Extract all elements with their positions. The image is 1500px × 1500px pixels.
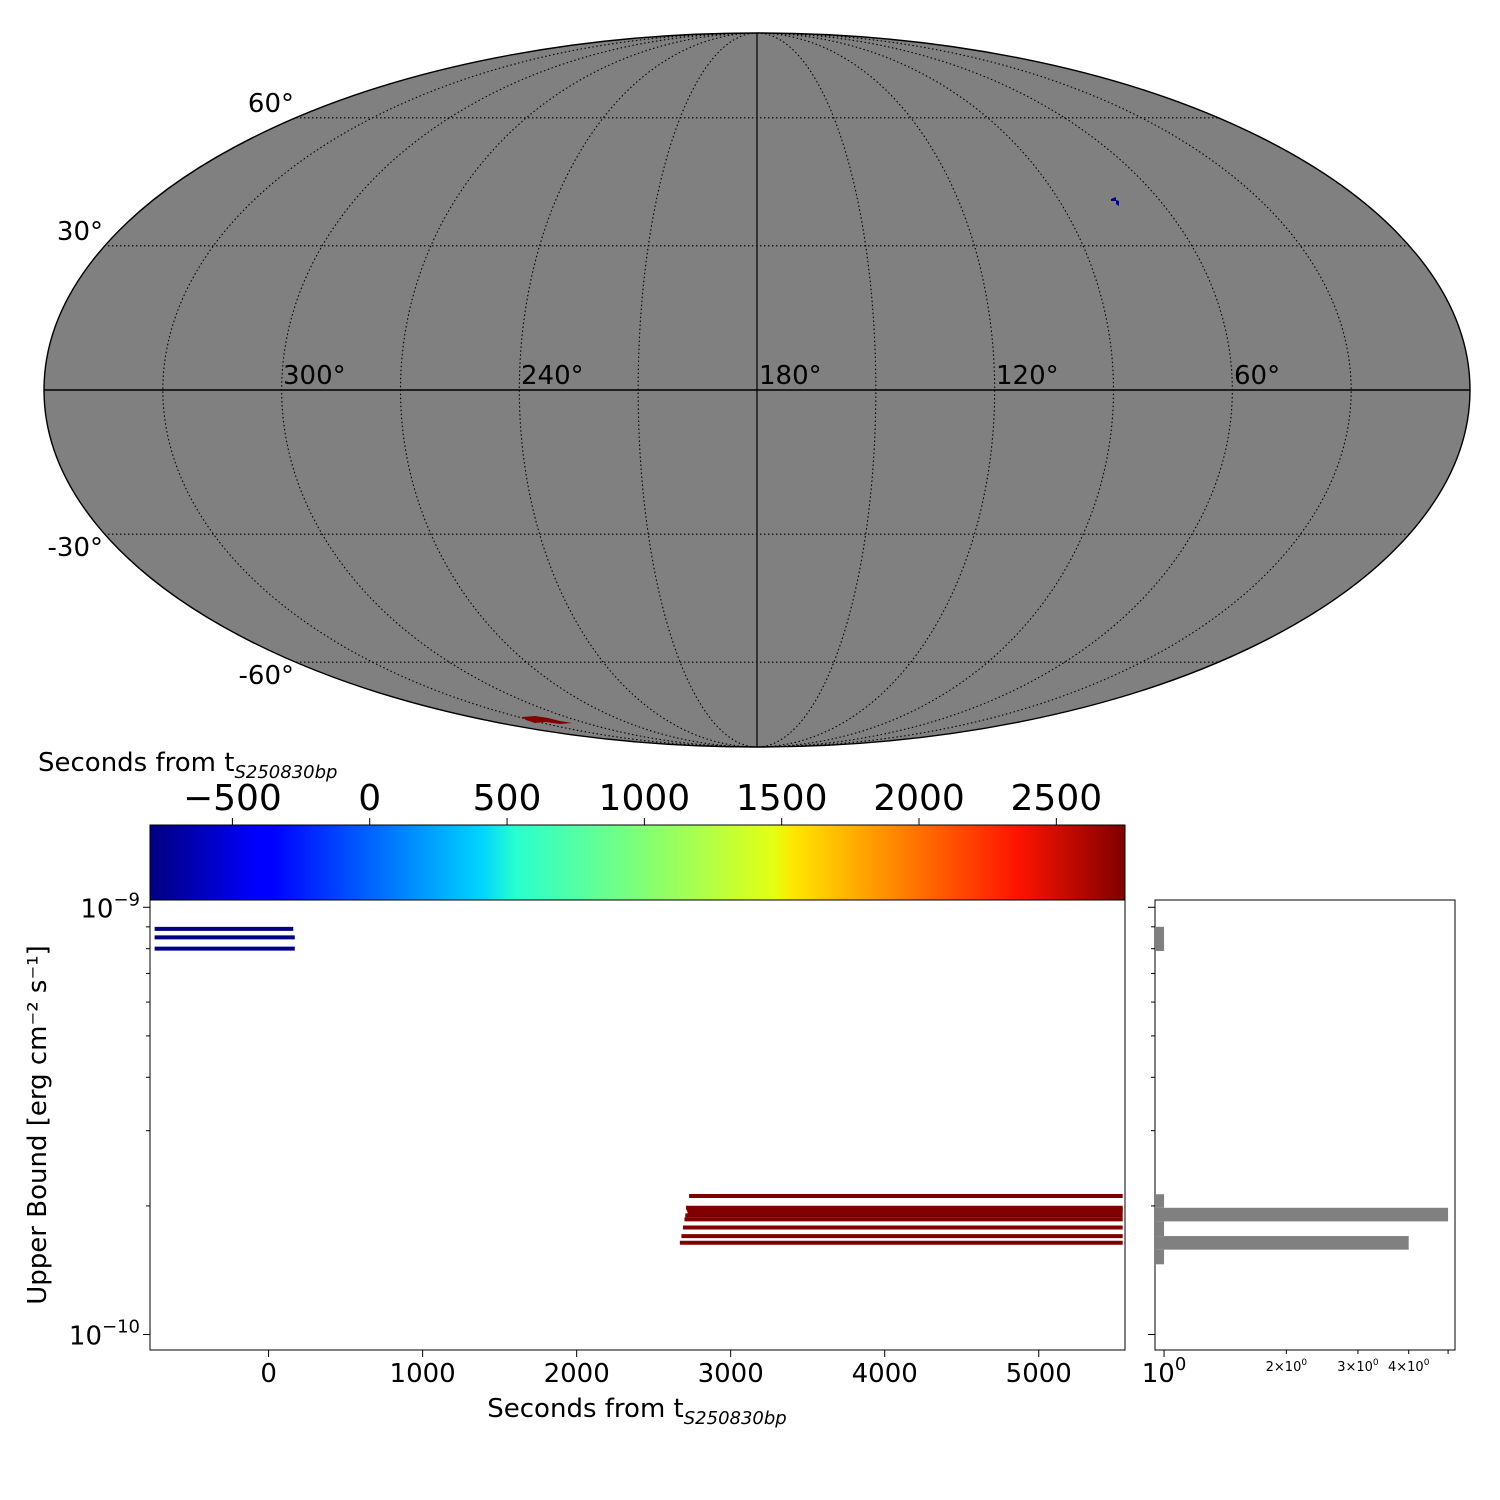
timeline-x-axis-label-main: Seconds from t [487,1394,683,1424]
timeline-y-ticks: 10−910−10 [69,889,150,1352]
histogram-x-tick-label: 100 [1142,1354,1187,1389]
timeline-x-axis-label: Seconds from tS250830bp [487,1394,786,1429]
lat-label-60: 60° [248,89,294,119]
timeline-x-tick-label-base: 3000 [698,1359,764,1389]
timeline-x-tick-label: 4000 [852,1359,918,1389]
sky-map: 60° 30° -30° -60° 300° 240° 180° 120° 60… [43,32,1471,748]
timeline-x-tick-label: 5000 [1006,1359,1072,1389]
histogram-x-tick-label: 4×100 [1388,1358,1430,1375]
timeline-plot: 0 1000 2000 3000 4000 5000 10−910−10 Seconds … [23,889,1126,1429]
lon-label-120: 120° [996,361,1059,391]
histogram-y-ticks [1148,906,1155,1336]
timeline-y-tick-label-base: 10 [69,1322,102,1352]
timeline-y-axis-label: Upper Bound [erg cm⁻² s⁻¹] [23,945,53,1304]
colorbar-tick-label-base: 2000 [873,778,965,819]
timeline-x-axis-label-sub: S250830bp [684,1408,787,1429]
histogram-bars [1155,926,1449,1265]
timeline-x-tick-label: 1000 [390,1359,456,1389]
histogram-bar [1155,1194,1165,1208]
colorbar-tick-label: 1500 [736,778,828,819]
timeline-x-tick-label: 3000 [698,1359,764,1389]
histogram-x-tick-label-base: 10 [1142,1359,1175,1389]
histogram-x-tick-label: 2×100 [1266,1358,1308,1375]
timeline-y-tick-label-base: 10 [80,894,113,924]
timeline-x-tick-label: 2000 [544,1359,610,1389]
lat-label-30: 30° [57,217,103,247]
sky-region-red [522,716,572,724]
colorbar-label-sub: S250830bp [234,762,337,783]
histogram-plot-frame [1154,899,1456,1351]
timeline-x-tick-label-base: 1000 [390,1359,456,1389]
timeline-x-ticks: 0 1000 2000 3000 4000 5000 [260,1350,1072,1389]
timeline-x-tick-label: 0 [260,1359,277,1389]
meridian-line [518,33,758,747]
colorbar-tick-label: 2500 [1011,778,1103,819]
histogram-x-tick-label-base: 3×10 [1337,1360,1373,1375]
colorbar-tick-label-base: 2500 [1011,778,1103,819]
histogram-x-tick-label: 3×100 [1337,1358,1379,1375]
histogram-x-tick-label-exp: 0 [1175,1354,1186,1375]
sky-map-outline [43,32,1471,748]
colorbar-tick-label: −500 [183,778,282,819]
lon-label-240: 240° [521,361,584,391]
histogram-x-tick-label-exp: 0 [1301,1358,1307,1368]
timeline-x-tick-label-base: 0 [260,1359,277,1389]
colorbar-tick-label: 0 [358,778,381,819]
lat-label-minus-30: -30° [48,533,103,563]
timeline-x-tick-label-base: 2000 [544,1359,610,1389]
lat-label-minus-60: -60° [239,661,294,691]
lon-label-60: 60° [1234,361,1280,391]
histogram-bar [1155,1236,1409,1250]
colorbar-tick-label: 1000 [599,778,691,819]
colorbar-tick-label-base: 1000 [599,778,691,819]
colorbar-tick-label-base: 0 [358,778,381,819]
histogram-plot: 100 2×100 3×100 4×100 [1142,899,1456,1389]
colorbar-tick-label: 2000 [873,778,965,819]
lon-label-300: 300° [283,361,346,391]
timeline-x-tick-label-base: 5000 [1006,1359,1072,1389]
colorbar-tick-label-base: 1500 [736,778,828,819]
timeline-y-tick-label-exp: −9 [113,889,140,910]
colorbar-label-main: Seconds from t [38,748,234,778]
histogram-bar [1155,926,1165,952]
histogram-x-tick-label-base: 2×10 [1266,1360,1302,1375]
sky-region-blue [1111,197,1119,206]
colorbar-ticks: −500 0 500 1000 1500 2000 2500 [183,778,1102,825]
timeline-x-tick-label-base: 4000 [852,1359,918,1389]
histogram-x-tick-label-exp: 0 [1424,1358,1430,1368]
colorbar-gradient [149,824,1126,901]
colorbar-tick-label-base: −500 [183,778,282,819]
histogram-x-ticks: 100 2×100 3×100 4×100 [1142,1350,1449,1389]
histogram-x-tick-label-base: 4×10 [1388,1360,1424,1375]
colorbar-tick-label-base: 500 [473,778,542,819]
timeline-y-tick-label: 10−9 [80,889,140,924]
histogram-bar [1155,1249,1165,1265]
colorbar: Seconds from tS250830bp −500 0 500 1000 1500… [38,748,1126,901]
lon-label-180: 180° [759,361,822,391]
timeline-y-tick-label-exp: −10 [102,1317,140,1338]
colorbar-label: Seconds from tS250830bp [38,748,337,783]
timeline-series [154,926,1123,1245]
meridian-line [756,33,996,747]
timeline-y-tick-label: 10−10 [69,1317,140,1352]
histogram-x-tick-label-exp: 0 [1373,1358,1379,1368]
histogram-bar [1155,1221,1165,1237]
timeline-plot-frame [149,899,1126,1351]
histogram-bar [1155,1207,1449,1222]
colorbar-tick-label: 500 [473,778,542,819]
